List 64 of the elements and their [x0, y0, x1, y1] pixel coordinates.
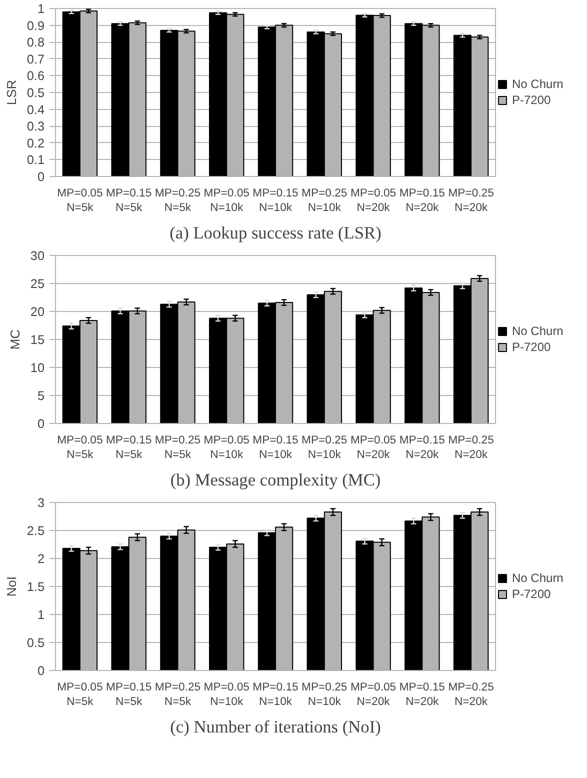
x-tick-label: MP=0.25 N=20k [448, 434, 494, 461]
x-tick-label: MP=0.15 N=20k [399, 188, 445, 214]
x-tick-label: MP=0.15 N=5k [106, 434, 152, 461]
x-tick-label: MP=0.05 N=5k [57, 434, 103, 461]
y-tick-label: 0.5 [26, 86, 45, 100]
y-tick-label: 0.9 [26, 18, 45, 33]
x-tick-label: MP=0.15 N=10k [252, 434, 298, 461]
y-tick-label: 25 [30, 277, 44, 291]
y-tick-label: 15 [30, 333, 44, 347]
legend-label: No Churn [512, 324, 564, 338]
y-tick-label: 0 [37, 417, 45, 431]
x-tick-label: MP=0.15 N=10k [252, 188, 298, 214]
y-tick-label: 2.5 [26, 524, 45, 538]
legend-label: P-7200 [512, 587, 551, 601]
x-tick-label: MP=0.05 N=10k [204, 682, 250, 708]
x-tick-label: MP=0.25 N=10k [302, 188, 348, 214]
x-tick-label: MP=0.05 N=5k [57, 188, 103, 214]
x-tick-label: MP=0.25 N=20k [448, 682, 494, 708]
y-axis-title: MC [7, 329, 22, 350]
y-tick-label: 2 [37, 552, 45, 566]
x-tick-label: MP=0.15 N=10k [252, 682, 298, 708]
legend-label: P-7200 [512, 340, 551, 354]
x-tick-label: MP=0.25 N=10k [302, 434, 348, 461]
y-tick-label: 0.3 [26, 120, 45, 134]
y-tick-label: 5 [37, 389, 45, 403]
x-tick-label: MP=0.15 N=20k [399, 434, 445, 461]
x-tick-label: MP=0.05 N=20k [350, 682, 396, 708]
x-tick-label: MP=0.15 N=20k [399, 682, 445, 708]
y-tick-label: 0.2 [26, 136, 45, 150]
y-tick-label: 0.7 [26, 52, 45, 66]
y-tick-label: 1 [37, 608, 45, 622]
x-tick-label: MP=0.25 N=5k [154, 188, 201, 214]
x-tick-label: MP=0.25 N=10k [302, 682, 348, 708]
text: (c) Number of iterations (NoI) [170, 718, 382, 736]
y-axis-title: NoI [4, 576, 19, 597]
x-tick-label: MP=0.05 N=20k [350, 434, 396, 461]
x-tick-label: MP=0.25 N=5k [154, 434, 201, 461]
y-tick-label: 3 [37, 496, 45, 510]
y-tick-label: 0 [37, 664, 45, 678]
y-tick-label: 10 [30, 361, 44, 375]
y-tick-label: 0.6 [26, 69, 45, 84]
legend-label: No Churn [512, 571, 564, 585]
x-tick-label: MP=0.05 N=10k [204, 188, 250, 214]
x-tick-label: MP=0.05 N=5k [57, 682, 103, 708]
x-tick-label: MP=0.25 N=5k [154, 682, 201, 708]
y-tick-label: 1 [37, 2, 45, 16]
y-tick-label: 0.1 [26, 153, 45, 168]
y-axis-title: LSR [4, 80, 19, 106]
y-tick-label: 20 [30, 305, 44, 319]
x-tick-label: MP=0.15 N=5k [106, 188, 152, 214]
x-tick-label: MP=0.05 N=20k [350, 188, 396, 214]
y-tick-label: 0.4 [26, 102, 45, 117]
legend-label: P-7200 [512, 93, 551, 107]
text: (a) Lookup success rate (LSR) [170, 224, 382, 242]
y-tick-label: 1.5 [26, 580, 45, 594]
legend-label: No Churn [512, 77, 564, 91]
y-tick-label: 0.5 [26, 636, 45, 650]
x-tick-label: MP=0.05 N=10k [204, 434, 250, 461]
text: (b) Message complexity (MC) [170, 470, 381, 490]
y-tick-label: 0 [37, 170, 45, 184]
y-tick-label: 0.8 [26, 36, 45, 50]
y-tick-label: 30 [30, 249, 44, 263]
x-tick-label: MP=0.25 N=20k [448, 188, 494, 214]
x-tick-label: MP=0.15 N=5k [106, 682, 152, 708]
